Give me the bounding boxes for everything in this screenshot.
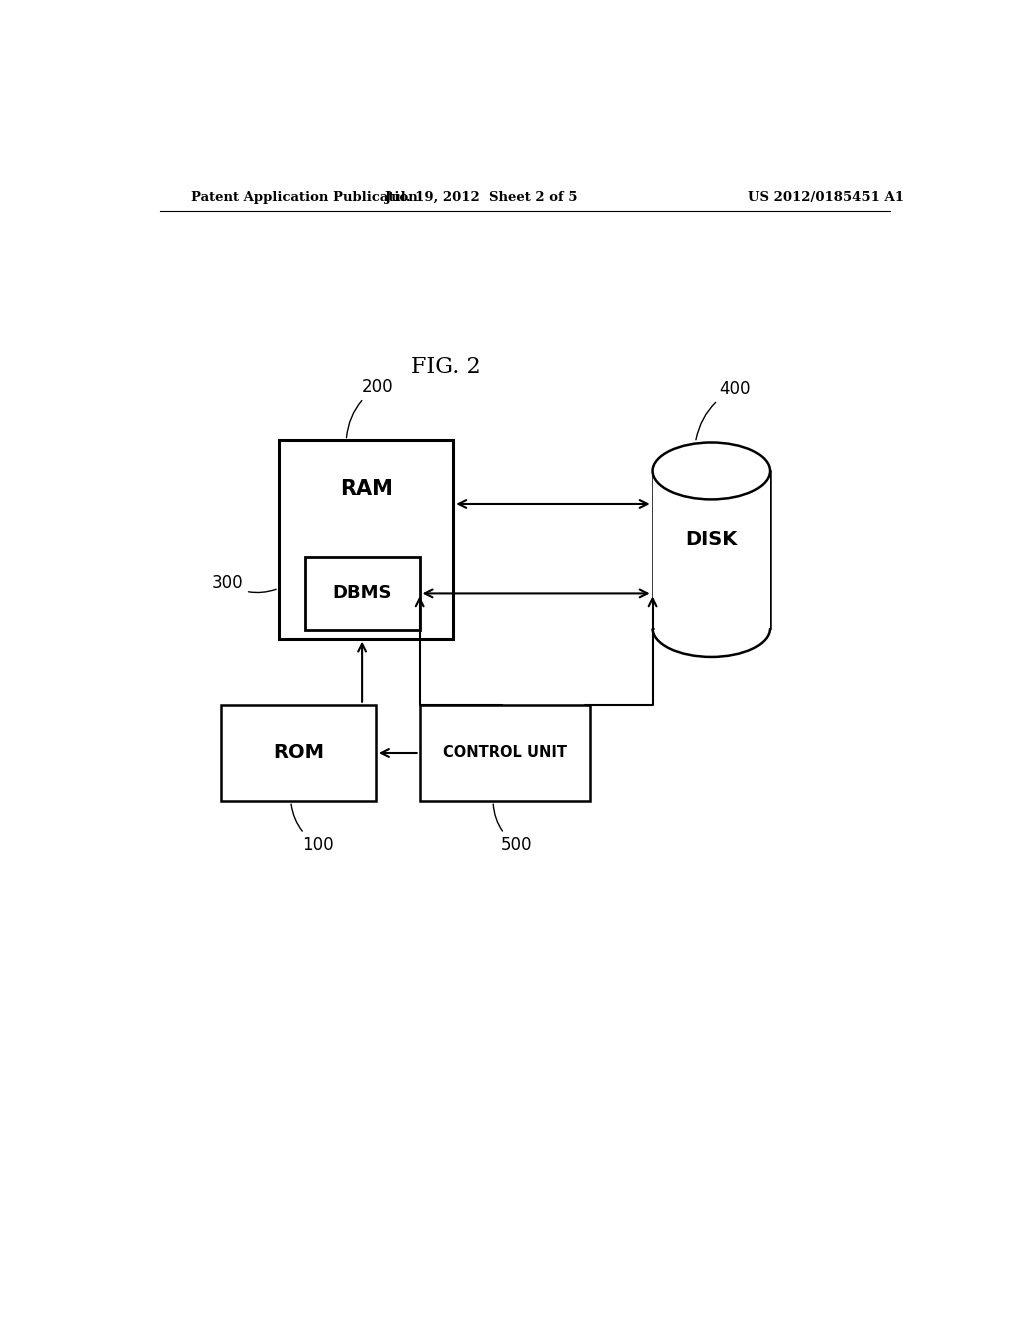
Text: 400: 400 <box>696 380 751 440</box>
Text: RAM: RAM <box>340 479 392 499</box>
Text: ROM: ROM <box>273 743 325 763</box>
Bar <box>221 705 376 801</box>
Text: DISK: DISK <box>685 531 737 549</box>
Text: Jul. 19, 2012  Sheet 2 of 5: Jul. 19, 2012 Sheet 2 of 5 <box>385 190 578 203</box>
Text: 500: 500 <box>494 804 532 854</box>
Text: Patent Application Publication: Patent Application Publication <box>191 190 418 203</box>
Bar <box>420 705 590 801</box>
Ellipse shape <box>652 442 770 499</box>
Text: 100: 100 <box>291 804 334 854</box>
Bar <box>652 471 770 628</box>
Text: 300: 300 <box>211 574 276 593</box>
Text: FIG. 2: FIG. 2 <box>411 356 480 378</box>
Text: CONTROL UNIT: CONTROL UNIT <box>443 746 567 760</box>
Text: DBMS: DBMS <box>333 585 392 602</box>
Bar <box>304 557 420 630</box>
Bar <box>279 441 454 639</box>
Text: 200: 200 <box>346 378 394 438</box>
Text: US 2012/0185451 A1: US 2012/0185451 A1 <box>749 190 904 203</box>
